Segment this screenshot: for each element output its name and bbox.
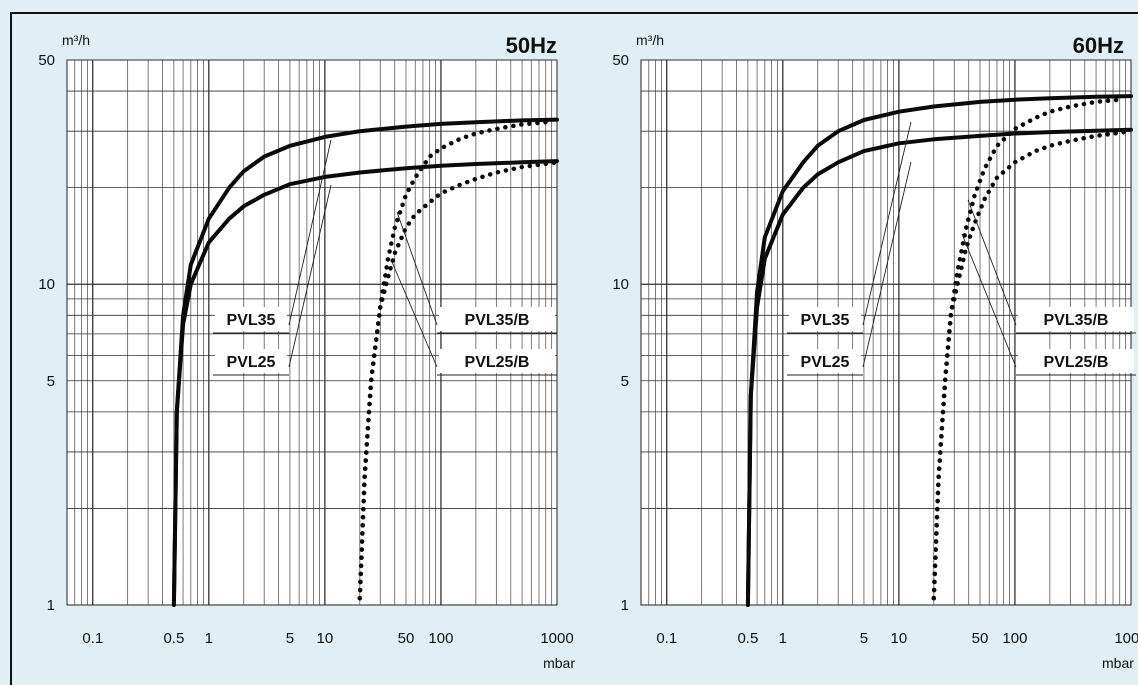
series-line-pvl25 — [171, 159, 559, 607]
label-bg-pvl35 — [215, 307, 287, 331]
series-line-pvl35 — [745, 94, 1133, 607]
chart-title-60hz: 60Hz — [1073, 33, 1124, 58]
y-axis-unit-label: m³/h — [62, 32, 90, 48]
series-label-pvl25-b: PVL25/B — [1044, 354, 1109, 371]
x-tick-label: 1 — [779, 630, 787, 647]
leader-line-pvl25-b — [961, 233, 1017, 368]
x-axis-unit-label: mbar — [543, 655, 575, 671]
series-line-pvl35 — [171, 117, 559, 607]
series-line-pvl25-b — [357, 160, 560, 601]
x-tick-label: 0.1 — [82, 630, 103, 647]
series-label-pvl25: PVL25 — [227, 354, 276, 371]
x-tick-label: 5 — [860, 630, 868, 647]
x-tick-label: 50 — [972, 630, 989, 647]
label-bg-pvl35 — [789, 307, 861, 331]
series-label-pvl35-b: PVL35/B — [465, 312, 530, 329]
y-tick-label: 50 — [612, 52, 629, 69]
x-tick-label: 100 — [1002, 630, 1027, 647]
leader-line-pvl35 — [288, 139, 332, 326]
label-bg-pvl25 — [789, 349, 861, 373]
label-bg-pvl35-b — [439, 307, 555, 331]
chart-50hz: PVL35 PVL25 PVL35/B PVL25/B 0.1 0.5 1 5 10 50 100… — [38, 32, 575, 671]
series-line-pvl25 — [745, 127, 1133, 607]
leader-line-pvl25 — [288, 184, 332, 368]
y-tick-label: 10 — [612, 276, 629, 293]
series-label-pvl35: PVL35 — [227, 312, 276, 329]
y-axis-unit-label: m³/h — [636, 32, 664, 48]
label-bg-pvl25 — [215, 349, 287, 373]
x-tick-label: 0.1 — [656, 630, 677, 647]
label-bg-pvl25-b — [1018, 349, 1134, 373]
leader-line-pvl25 — [862, 161, 912, 368]
label-bg-pvl35-b — [1018, 307, 1134, 331]
y-tick-label: 10 — [38, 276, 55, 293]
y-tick-label: 50 — [38, 52, 55, 69]
y-tick-label: 5 — [47, 373, 55, 390]
leader-line-pvl25-b — [391, 261, 438, 368]
leader-line-pvl35 — [862, 121, 912, 326]
x-tick-label: 0.5 — [737, 630, 758, 647]
x-tick-label: 10 — [317, 630, 334, 647]
x-tick-label: 0.5 — [163, 630, 184, 647]
x-tick-label: 5 — [286, 630, 294, 647]
x-tick-label: 1000 — [540, 630, 573, 647]
outer-frame — [10, 12, 1138, 685]
leader-line-pvl35-b — [967, 199, 1017, 326]
x-axis-unit-label: mbar — [1102, 655, 1134, 671]
y-tick-label: 1 — [47, 597, 55, 614]
leader-line-pvl35-b — [396, 211, 438, 326]
x-tick-label: 50 — [398, 630, 415, 647]
series-label-pvl25: PVL25 — [801, 354, 850, 371]
x-tick-label: 1000 — [1114, 630, 1138, 647]
series-label-pvl35: PVL35 — [801, 312, 850, 329]
series-line-pvl25-b — [931, 128, 1134, 601]
y-tick-label: 1 — [621, 597, 629, 614]
x-tick-label: 10 — [891, 630, 908, 647]
y-tick-label: 5 — [621, 373, 629, 390]
label-bg-pvl25-b — [439, 349, 555, 373]
x-tick-label: 100 — [428, 630, 453, 647]
series-label-pvl25-b: PVL25/B — [465, 354, 530, 371]
x-tick-label: 1 — [205, 630, 213, 647]
chart-title-50hz: 50Hz — [506, 33, 557, 58]
chart-60hz: PVL35 PVL25 PVL35/B PVL25/B 0.1 0.5 1 5 10 50 100… — [612, 32, 1138, 671]
series-label-pvl35-b: PVL35/B — [1044, 312, 1109, 329]
